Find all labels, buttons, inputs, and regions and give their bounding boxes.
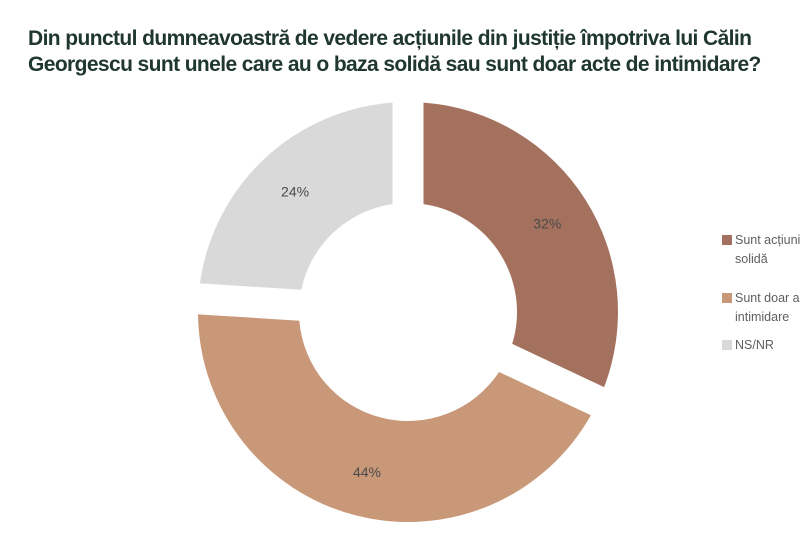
pie-slice-2 xyxy=(198,314,591,523)
slice-data-label-2: 44% xyxy=(353,464,381,480)
pie-slice-1 xyxy=(423,102,618,388)
chart-title-line-1: Din punctul dumneavoastră de vedere acți… xyxy=(28,27,752,50)
chart-title: Din punctul dumneavoastră de vedere acți… xyxy=(28,26,761,78)
slice-data-label-3: 24% xyxy=(281,184,309,200)
pie-slice-3 xyxy=(199,102,393,290)
chart-title-line-2: Georgescu sunt unele care au o baza soli… xyxy=(28,53,761,76)
slice-data-label-1: 32% xyxy=(533,216,561,232)
